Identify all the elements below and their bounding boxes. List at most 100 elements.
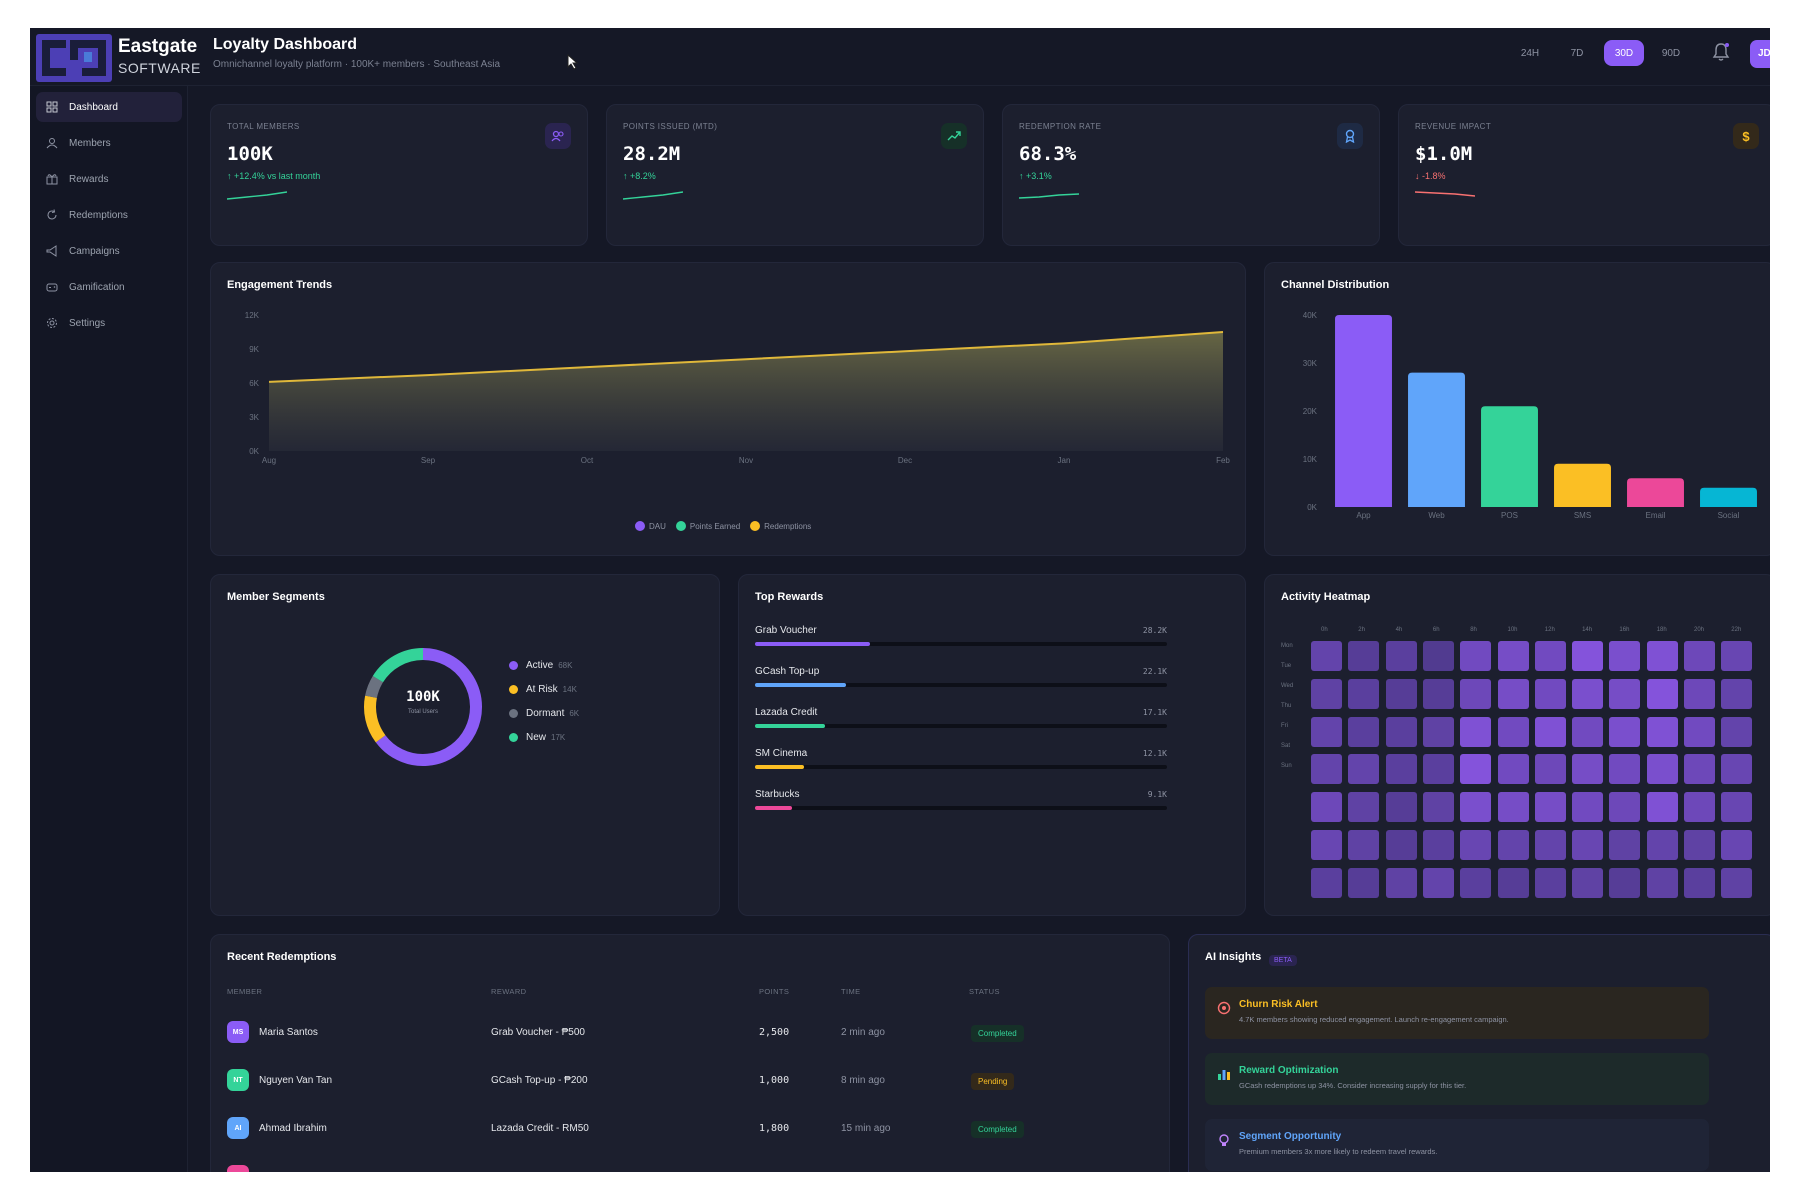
- bar-email[interactable]: [1627, 478, 1684, 507]
- heatmap-cell[interactable]: [1572, 867, 1604, 898]
- heatmap-cell[interactable]: [1534, 716, 1566, 747]
- heatmap-cell[interactable]: [1534, 678, 1566, 709]
- heatmap-cell[interactable]: [1348, 754, 1380, 785]
- heatmap-cell[interactable]: [1311, 754, 1342, 785]
- heatmap-cell[interactable]: [1460, 641, 1492, 671]
- heatmap-cell[interactable]: [1460, 792, 1492, 823]
- heatmap-cell[interactable]: [1609, 754, 1641, 785]
- heatmap-cell[interactable]: [1721, 754, 1753, 785]
- heatmap-cell[interactable]: [1460, 678, 1492, 709]
- heatmap-cell[interactable]: [1572, 830, 1604, 860]
- sidebar-item-gamification[interactable]: Gamification: [36, 272, 182, 302]
- sidebar-item-members[interactable]: Members: [36, 128, 182, 158]
- heatmap-cell[interactable]: [1646, 867, 1678, 898]
- heatmap-cell[interactable]: [1497, 830, 1529, 860]
- heatmap-cell[interactable]: [1684, 754, 1715, 785]
- insight-churn-risk[interactable]: Churn Risk Alert 4.7K members showing re…: [1205, 987, 1709, 1039]
- heatmap-cell[interactable]: [1422, 754, 1454, 785]
- reward-row-sm-cinema[interactable]: SM Cinema 12.1K: [755, 748, 1167, 782]
- sidebar-item-settings[interactable]: Settings: [36, 308, 182, 338]
- heatmap-cell[interactable]: [1422, 641, 1454, 671]
- heatmap-cell[interactable]: [1721, 830, 1753, 860]
- heatmap-cell[interactable]: [1385, 792, 1417, 823]
- heatmap-cell[interactable]: [1385, 641, 1417, 671]
- heatmap-cell[interactable]: [1721, 716, 1753, 747]
- bar-web[interactable]: [1408, 372, 1465, 507]
- reward-row-starbucks[interactable]: Starbucks 9.1K: [755, 789, 1167, 823]
- heatmap-cell[interactable]: [1311, 716, 1342, 747]
- user-avatar[interactable]: JD: [1750, 40, 1770, 68]
- heatmap-cell[interactable]: [1460, 867, 1492, 898]
- heatmap-cell[interactable]: [1311, 792, 1342, 823]
- heatmap-cell[interactable]: [1497, 641, 1529, 671]
- heatmap-cell[interactable]: [1721, 792, 1753, 823]
- range-24h[interactable]: 24H: [1520, 47, 1540, 59]
- heatmap-cell[interactable]: [1422, 716, 1454, 747]
- heatmap-cell[interactable]: [1385, 867, 1417, 898]
- sidebar-item-redemptions[interactable]: Redemptions: [36, 200, 182, 230]
- heatmap-cell[interactable]: [1684, 716, 1715, 747]
- bar-app[interactable]: [1335, 315, 1392, 507]
- heatmap-cell[interactable]: [1348, 830, 1380, 860]
- heatmap-cell[interactable]: [1534, 830, 1566, 860]
- heatmap-cell[interactable]: [1646, 792, 1678, 823]
- heatmap-cell[interactable]: [1572, 678, 1604, 709]
- heatmap-cell[interactable]: [1572, 792, 1604, 823]
- reward-row-grab-voucher[interactable]: Grab Voucher 28.2K: [755, 625, 1167, 659]
- heatmap-cell[interactable]: [1497, 678, 1529, 709]
- heatmap-cell[interactable]: [1721, 867, 1753, 898]
- heatmap-cell[interactable]: [1646, 678, 1678, 709]
- heatmap-cell[interactable]: [1311, 830, 1342, 860]
- insight-reward-optimization[interactable]: Reward Optimization GCash redemptions up…: [1205, 1053, 1709, 1105]
- heatmap-cell[interactable]: [1385, 716, 1417, 747]
- heatmap-cell[interactable]: [1684, 678, 1715, 709]
- sidebar-item-dashboard[interactable]: Dashboard: [36, 92, 182, 122]
- heatmap-cell[interactable]: [1646, 830, 1678, 860]
- notification-bell-icon[interactable]: [1712, 42, 1730, 62]
- heatmap-cell[interactable]: [1609, 678, 1641, 709]
- heatmap-cell[interactable]: [1460, 716, 1492, 747]
- reward-row-gcash-topup[interactable]: GCash Top-up 22.1K: [755, 666, 1167, 700]
- heatmap-cell[interactable]: [1572, 716, 1604, 747]
- table-row[interactable]: NT Nguyen Van Tan GCash Top-up - ₱200 1,…: [211, 1069, 1019, 1109]
- heatmap-cell[interactable]: [1684, 867, 1715, 898]
- heatmap-cell[interactable]: [1534, 754, 1566, 785]
- heatmap-cell[interactable]: [1385, 754, 1417, 785]
- heatmap-cell[interactable]: [1609, 830, 1641, 860]
- heatmap-cell[interactable]: [1646, 641, 1678, 671]
- heatmap-cell[interactable]: [1348, 792, 1380, 823]
- heatmap-cell[interactable]: [1534, 641, 1566, 671]
- heatmap-cell[interactable]: [1721, 641, 1753, 671]
- heatmap-cell[interactable]: [1534, 792, 1566, 823]
- heatmap-cell[interactable]: [1348, 867, 1380, 898]
- heatmap-cell[interactable]: [1348, 716, 1380, 747]
- heatmap-cell[interactable]: [1684, 641, 1715, 671]
- heatmap-cell[interactable]: [1311, 867, 1342, 898]
- donut-slice-active[interactable]: [375, 648, 482, 766]
- table-row[interactable]: AI Ahmad Ibrahim Lazada Credit - RM50 1,…: [211, 1117, 1024, 1157]
- donut-slice-at-risk[interactable]: [364, 695, 386, 743]
- heatmap-cell[interactable]: [1721, 678, 1753, 709]
- reward-row-lazada-credit[interactable]: Lazada Credit 17.1K: [755, 707, 1167, 741]
- heatmap-cell[interactable]: [1572, 754, 1604, 785]
- heatmap-cell[interactable]: [1497, 867, 1529, 898]
- heatmap-cell[interactable]: [1572, 641, 1604, 671]
- bar-pos[interactable]: [1481, 406, 1538, 507]
- heatmap-cell[interactable]: [1460, 754, 1492, 785]
- heatmap-cell[interactable]: [1348, 678, 1380, 709]
- donut-slice-new[interactable]: [372, 648, 424, 683]
- table-row[interactable]: MS Maria Santos Grab Voucher - ₱500 2,50…: [211, 1021, 1024, 1061]
- heatmap-cell[interactable]: [1684, 830, 1715, 860]
- heatmap-cell[interactable]: [1609, 867, 1641, 898]
- range-30d[interactable]: 30D: [1604, 40, 1644, 66]
- bar-sms[interactable]: [1554, 463, 1611, 507]
- heatmap-cell[interactable]: [1534, 867, 1566, 898]
- heatmap-cell[interactable]: [1422, 830, 1454, 860]
- heatmap-cell[interactable]: [1684, 792, 1715, 823]
- heatmap-cell[interactable]: [1497, 792, 1529, 823]
- sidebar-item-campaigns[interactable]: Campaigns: [36, 236, 182, 266]
- bar-social[interactable]: [1700, 487, 1757, 507]
- heatmap-cell[interactable]: [1422, 678, 1454, 709]
- range-90d[interactable]: 90D: [1661, 47, 1681, 59]
- heatmap-cell[interactable]: [1385, 678, 1417, 709]
